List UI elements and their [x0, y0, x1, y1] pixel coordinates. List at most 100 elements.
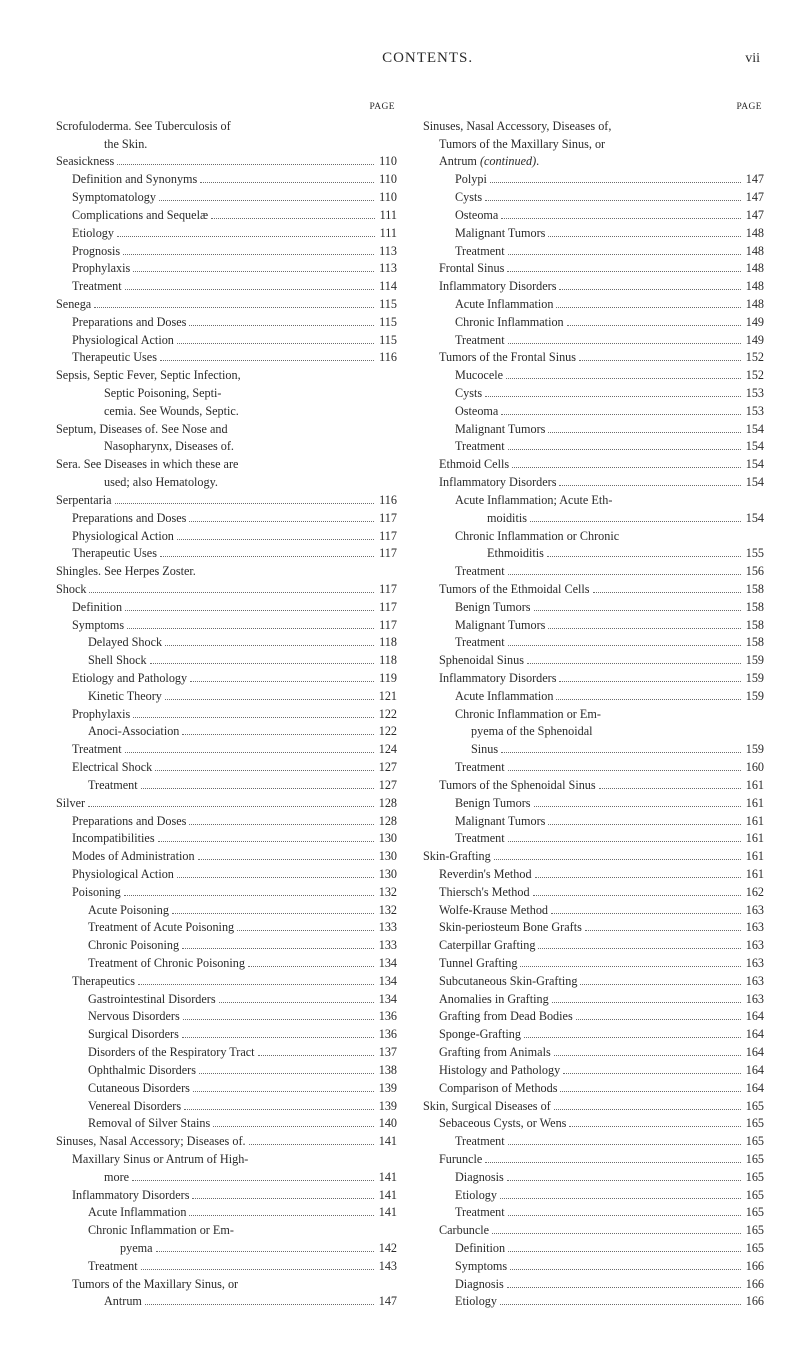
toc-entry-page: 128	[377, 813, 397, 831]
toc-entry-label: Tumors of the Frontal Sinus	[439, 349, 576, 367]
toc-entry-page: 127	[377, 777, 397, 795]
dot-leaders	[123, 247, 374, 255]
dot-leaders	[150, 657, 375, 665]
toc-entry-label: Therapeutic Uses	[72, 349, 157, 367]
dot-leaders	[141, 781, 374, 789]
toc-entry-label: Antrum	[104, 1293, 142, 1311]
dot-leaders	[182, 942, 374, 950]
toc-entry-label: Physiological Action	[72, 528, 174, 546]
dot-leaders	[200, 176, 374, 184]
toc-entry: Grafting from Animals164	[423, 1044, 764, 1062]
toc-entry-label: Silver	[56, 795, 85, 813]
dot-leaders	[213, 1120, 374, 1128]
toc-entry-page: 160	[744, 759, 764, 777]
toc-entry-page: 130	[377, 866, 397, 884]
toc-entry-label: Chronic Inflammation or Em-	[88, 1222, 234, 1240]
toc-entry: Symptoms166	[423, 1258, 764, 1276]
toc-entry-label: Inflammatory Disorders	[439, 670, 556, 688]
dot-leaders	[508, 639, 741, 647]
toc-entry-page: 156	[744, 563, 764, 581]
toc-entry-page: 158	[744, 599, 764, 617]
toc-entry: Treatment143	[56, 1258, 397, 1276]
dot-leaders	[183, 1013, 374, 1021]
toc-entry-page: 134	[377, 991, 397, 1009]
toc-entry-label: Complications and Sequelæ	[72, 207, 208, 225]
toc-entry: Treatment114	[56, 278, 397, 296]
dot-leaders	[88, 799, 374, 807]
toc-entry: Diagnosis165	[423, 1169, 764, 1187]
dot-leaders	[182, 728, 373, 736]
dot-leaders	[556, 692, 740, 700]
toc-entry: Therapeutic Uses117	[56, 545, 397, 563]
toc-entry-label: Poisoning	[72, 884, 121, 902]
toc-entry-page: 141	[377, 1169, 397, 1187]
toc-entry-label: Tumors of the Ethmoidal Cells	[439, 581, 590, 599]
toc-entry-page: 163	[744, 902, 764, 920]
toc-entry: Tumors of the Sphenoidal Sinus161	[423, 777, 764, 795]
toc-entry: Acute Inflammation159	[423, 688, 764, 706]
dot-leaders	[145, 1298, 374, 1306]
toc-entry-label: Anoci-Association	[88, 723, 179, 741]
toc-entry-label: Benign Tumors	[455, 599, 531, 617]
toc-entry-page: 118	[377, 652, 397, 670]
toc-entry-page: 148	[744, 296, 764, 314]
toc-entry-page: 165	[744, 1169, 764, 1187]
toc-entry: Delayed Shock118	[56, 634, 397, 652]
toc-entry: Tumors of the Ethmoidal Cells158	[423, 581, 764, 599]
toc-entry-label: Electrical Shock	[72, 759, 152, 777]
toc-entry-label: Treatment	[455, 1133, 505, 1151]
toc-entry-page: 158	[744, 617, 764, 635]
toc-entry: Treatment154	[423, 438, 764, 456]
dot-leaders	[485, 389, 741, 397]
dot-leaders	[501, 211, 740, 219]
toc-entry-label: Therapeutics	[72, 973, 135, 991]
toc-entry-page: 164	[744, 1044, 764, 1062]
toc-entry-label: Treatment	[72, 741, 122, 759]
toc-entry: Senega115	[56, 296, 397, 314]
toc-entry-label: Shell Shock	[88, 652, 147, 670]
toc-entry-page: 166	[744, 1276, 764, 1294]
toc-entry-page: 119	[377, 670, 397, 688]
dot-leaders	[211, 211, 375, 219]
toc-entry: Shell Shock 118	[56, 652, 397, 670]
toc-entry-page: 147	[744, 189, 764, 207]
toc-entry-label: Sepsis, Septic Fever, Septic Infection,	[56, 367, 241, 385]
toc-entry-page: 154	[744, 474, 764, 492]
toc-entry: Inflammatory Disorders154	[423, 474, 764, 492]
toc-entry-label: Seasickness	[56, 153, 114, 171]
dot-leaders	[510, 1262, 741, 1270]
dot-leaders	[133, 265, 374, 273]
dot-leaders	[138, 977, 374, 985]
dot-leaders	[124, 888, 374, 896]
toc-entry-page: 161	[744, 830, 764, 848]
toc-entry-page: 133	[377, 937, 397, 955]
toc-entry-label: Chronic Inflammation or Chronic	[455, 528, 619, 546]
toc-entry-page: 161	[744, 848, 764, 866]
dot-leaders	[508, 1137, 741, 1145]
toc-entry: Preparations and Doses117	[56, 510, 397, 528]
toc-entry-label: Shock	[56, 581, 86, 599]
toc-entry-page: 116	[377, 349, 397, 367]
toc-entry-page: 122	[377, 706, 397, 724]
toc-entry: Diagnosis166	[423, 1276, 764, 1294]
toc-entry-label: Physiological Action	[72, 866, 174, 884]
dot-leaders	[117, 158, 374, 166]
toc-entry: Skin, Surgical Diseases of165	[423, 1098, 764, 1116]
toc-entry-label: Preparations and Doses	[72, 510, 186, 528]
toc-entry: Benign Tumors161	[423, 795, 764, 813]
toc-entry-label: Sponge-Grafting	[439, 1026, 521, 1044]
toc-entry-page: 152	[744, 349, 764, 367]
toc-entry-label: Osteoma	[455, 207, 498, 225]
dot-leaders	[599, 781, 741, 789]
toc-entry-label: Chronic Inflammation	[455, 314, 564, 332]
columns: PAGE Scrofuloderma. See Tuberculosis oft…	[56, 101, 764, 1311]
toc-entry: Osteoma147	[423, 207, 764, 225]
toc-entry: Physiological Action115	[56, 332, 397, 350]
right-column: PAGE Sinuses, Nasal Accessory, Diseases …	[423, 101, 764, 1311]
toc-entry: Acute Inflammation141	[56, 1204, 397, 1222]
toc-entry: Nervous Disorders136	[56, 1008, 397, 1026]
toc-entry: Treatment160	[423, 759, 764, 777]
toc-entry-label: Treatment	[455, 1204, 505, 1222]
toc-entry: Frontal Sinus148	[423, 260, 764, 278]
dot-leaders	[520, 959, 740, 967]
